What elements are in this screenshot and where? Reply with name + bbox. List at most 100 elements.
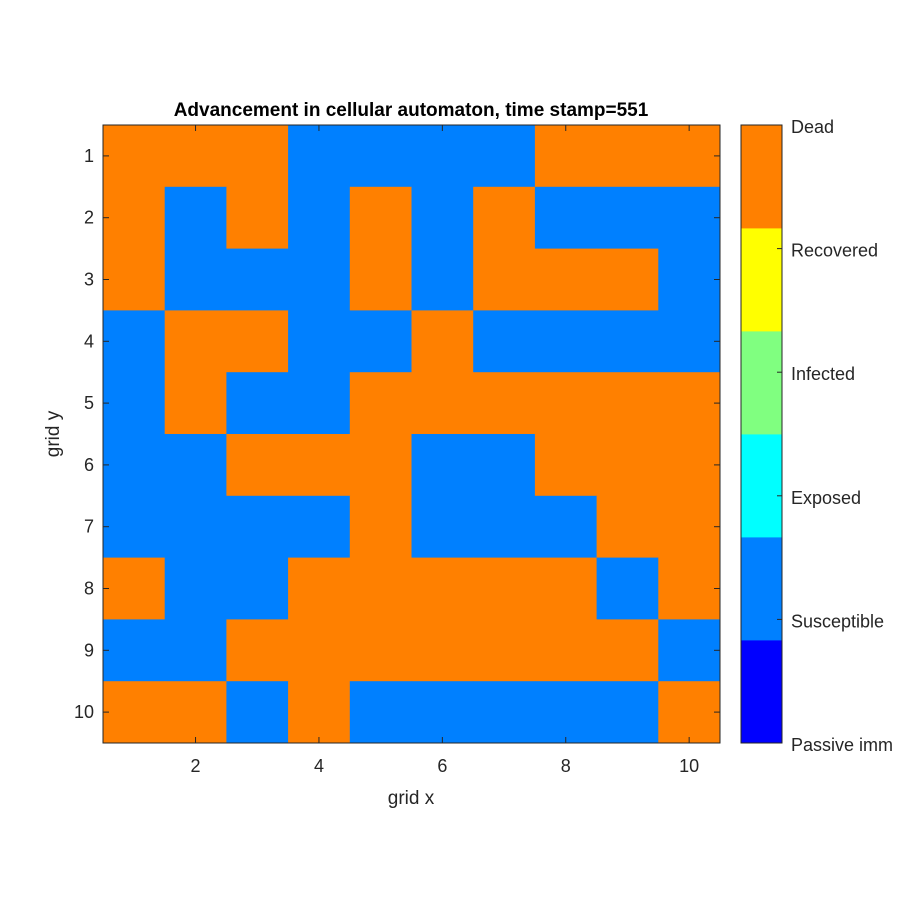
y-tick-label: 7 [84, 517, 94, 537]
heatmap-cell [473, 125, 536, 188]
y-tick-label: 8 [84, 579, 94, 599]
y-axis-label: grid y [43, 410, 64, 457]
heatmap-cell [473, 619, 536, 682]
colorbar-label: Susceptible [791, 611, 884, 631]
heatmap-cell [349, 372, 412, 435]
y-tick-label: 10 [74, 702, 94, 722]
colorbar-frame [740, 124, 783, 744]
axes-frame [102, 124, 721, 744]
heatmap-cell [288, 125, 351, 188]
heatmap-cell [288, 681, 351, 744]
heatmap-cell [288, 495, 351, 558]
heatmap-cell [658, 248, 721, 311]
heatmap-cell [288, 434, 351, 497]
heatmap-cell [226, 125, 289, 188]
colorbar-label: Dead [791, 117, 834, 137]
heatmap-cell [164, 186, 227, 249]
heatmap-cell [103, 186, 166, 249]
heatmap-cell [534, 310, 597, 373]
heatmap-cell [658, 434, 721, 497]
x-tick-label: 10 [679, 756, 699, 776]
heatmap-cell [226, 557, 289, 620]
heatmap-cell [226, 372, 289, 435]
heatmap-cell [534, 248, 597, 311]
heatmap-cell [288, 557, 351, 620]
heatmap-cell [534, 372, 597, 435]
heatmap-cell [596, 495, 659, 558]
heatmap-cell [534, 125, 597, 188]
heatmap-cell [473, 310, 536, 373]
heatmap-cells [103, 125, 721, 744]
heatmap-cell [596, 681, 659, 744]
x-tick-label: 4 [314, 756, 324, 776]
colorbar-segment [741, 125, 782, 229]
colorbar-label: Recovered [791, 241, 878, 261]
colorbar-segment [741, 434, 782, 538]
heatmap-cell [226, 248, 289, 311]
heatmap-cell [658, 372, 721, 435]
colorbar-label: Exposed [791, 488, 861, 508]
heatmap-cell [349, 495, 412, 558]
heatmap-cell [349, 248, 412, 311]
heatmap-cell [473, 557, 536, 620]
heatmap-cell [349, 557, 412, 620]
colorbar-label: Passive imm [791, 735, 893, 755]
heatmap-cell [658, 186, 721, 249]
heatmap-cell [103, 681, 166, 744]
heatmap-cell [596, 248, 659, 311]
heatmap-cell [164, 619, 227, 682]
chart-title: Advancement in cellular automaton, time … [174, 100, 649, 121]
heatmap-cell [164, 372, 227, 435]
heatmap-cell [658, 557, 721, 620]
heatmap-cell [349, 434, 412, 497]
y-tick-label: 2 [84, 208, 94, 228]
heatmap-cell [658, 125, 721, 188]
heatmap-cell [596, 372, 659, 435]
heatmap-cell [473, 248, 536, 311]
heatmap-cell [226, 310, 289, 373]
heatmap-cell [349, 619, 412, 682]
heatmap-cell [288, 186, 351, 249]
heatmap-cell [164, 495, 227, 558]
heatmap-cell [534, 434, 597, 497]
heatmap-cell [596, 434, 659, 497]
heatmap-cell [411, 125, 474, 188]
y-tick-label: 6 [84, 455, 94, 475]
heatmap-cell [103, 557, 166, 620]
y-tick-label: 4 [84, 331, 94, 351]
heatmap-cell [103, 495, 166, 558]
heatmap-cell [103, 248, 166, 311]
heatmap-cell [596, 310, 659, 373]
heatmap-cell [596, 619, 659, 682]
heatmap-cell [164, 681, 227, 744]
heatmap-cell [473, 434, 536, 497]
heatmap-cell [658, 310, 721, 373]
heatmap-cell [596, 186, 659, 249]
x-tick-label: 6 [437, 756, 447, 776]
colorbar [741, 125, 782, 744]
heatmap-cell [226, 434, 289, 497]
heatmap-cell [411, 434, 474, 497]
heatmap-cell [349, 186, 412, 249]
heatmap-cell [411, 186, 474, 249]
heatmap-cell [534, 557, 597, 620]
heatmap-cell [164, 434, 227, 497]
heatmap-cell [164, 557, 227, 620]
heatmap-cell [103, 310, 166, 373]
heatmap-cell [164, 248, 227, 311]
heatmap-cell [534, 186, 597, 249]
x-axis-label: grid x [388, 788, 435, 809]
heatmap-cell [226, 495, 289, 558]
heatmap-cell [288, 372, 351, 435]
heatmap-cell [411, 681, 474, 744]
colorbar-label: Infected [791, 364, 855, 384]
y-tick-label: 3 [84, 270, 94, 290]
heatmap-cell [288, 619, 351, 682]
heatmap-cell [411, 310, 474, 373]
heatmap-cell [596, 557, 659, 620]
heatmap-cell [658, 495, 721, 558]
heatmap-cell [349, 125, 412, 188]
heatmap-cell [473, 681, 536, 744]
heatmap-cell [411, 619, 474, 682]
